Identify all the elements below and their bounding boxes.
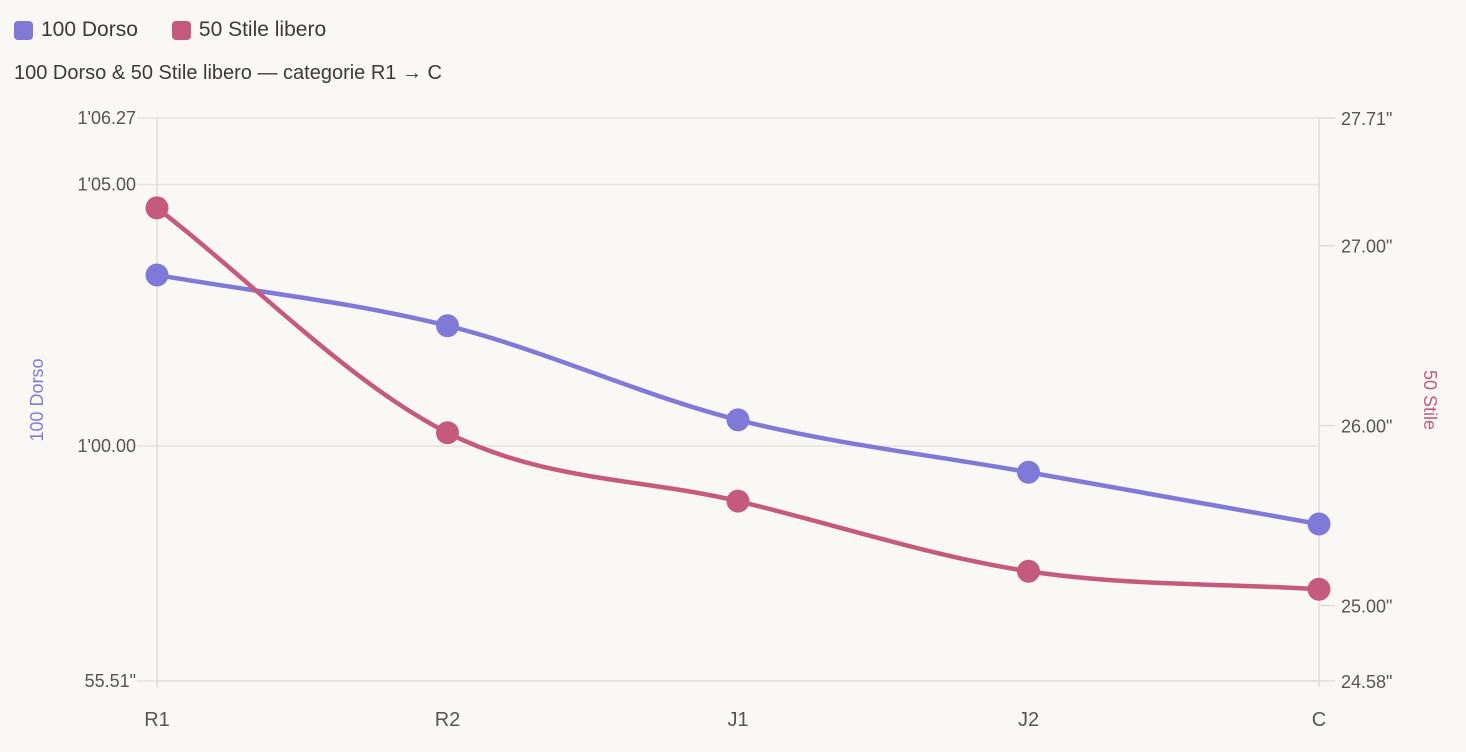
data-point-stile [1307, 577, 1331, 601]
y-right-tick-label: 26.00" [1341, 417, 1392, 437]
data-point-dorso [436, 314, 459, 338]
series-line-stile [155, 206, 1320, 592]
data-point-dorso [1307, 512, 1331, 536]
x-tick-label: J2 [1018, 709, 1039, 731]
y-right-tick-label: 25.00" [1341, 596, 1392, 616]
data-point-dorso [145, 263, 169, 287]
y-left-axis-label: 100 Dorso [27, 358, 47, 441]
data-point-stile [1017, 559, 1040, 583]
legend: 100 Dorso 50 Stile libero [14, 18, 326, 42]
x-tick-label: R1 [144, 709, 170, 731]
legend-swatch-stile [171, 20, 191, 40]
y-right-tick-label: 27.00" [1341, 237, 1392, 257]
legend-item-stile[interactable]: 50 Stile libero [171, 18, 327, 42]
data-point-stile [436, 421, 459, 445]
data-point-stile [145, 196, 169, 220]
legend-label: 50 Stile libero [198, 18, 327, 41]
series-line-dorso [156, 272, 1320, 527]
y-left-tick-label: 1'00.00 [78, 436, 137, 456]
legend-item-dorso[interactable]: 100 Dorso [14, 18, 138, 42]
data-point-dorso [726, 408, 750, 432]
legend-swatch-dorso [14, 20, 33, 40]
x-tick-label: C [1312, 709, 1326, 731]
data-point-stile [726, 489, 750, 513]
y-right-tick-label: 27.71" [1341, 109, 1392, 129]
x-tick-label: R2 [435, 709, 461, 731]
y-left-tick-label: 1'06.27 [78, 108, 137, 128]
chart-title: 100 Dorso & 50 Stile libero — categorie … [14, 62, 442, 84]
y-right-tick-label: 24.58" [1341, 672, 1392, 692]
y-left-tick-label: 55.51" [85, 671, 136, 691]
y-left-tick-label: 1'05.00 [78, 174, 137, 194]
x-tick-label: J1 [727, 709, 748, 731]
data-point-dorso [1017, 460, 1040, 484]
legend-label: 100 Dorso [41, 18, 138, 41]
y-right-axis-label: 50 Stile [1420, 370, 1440, 430]
